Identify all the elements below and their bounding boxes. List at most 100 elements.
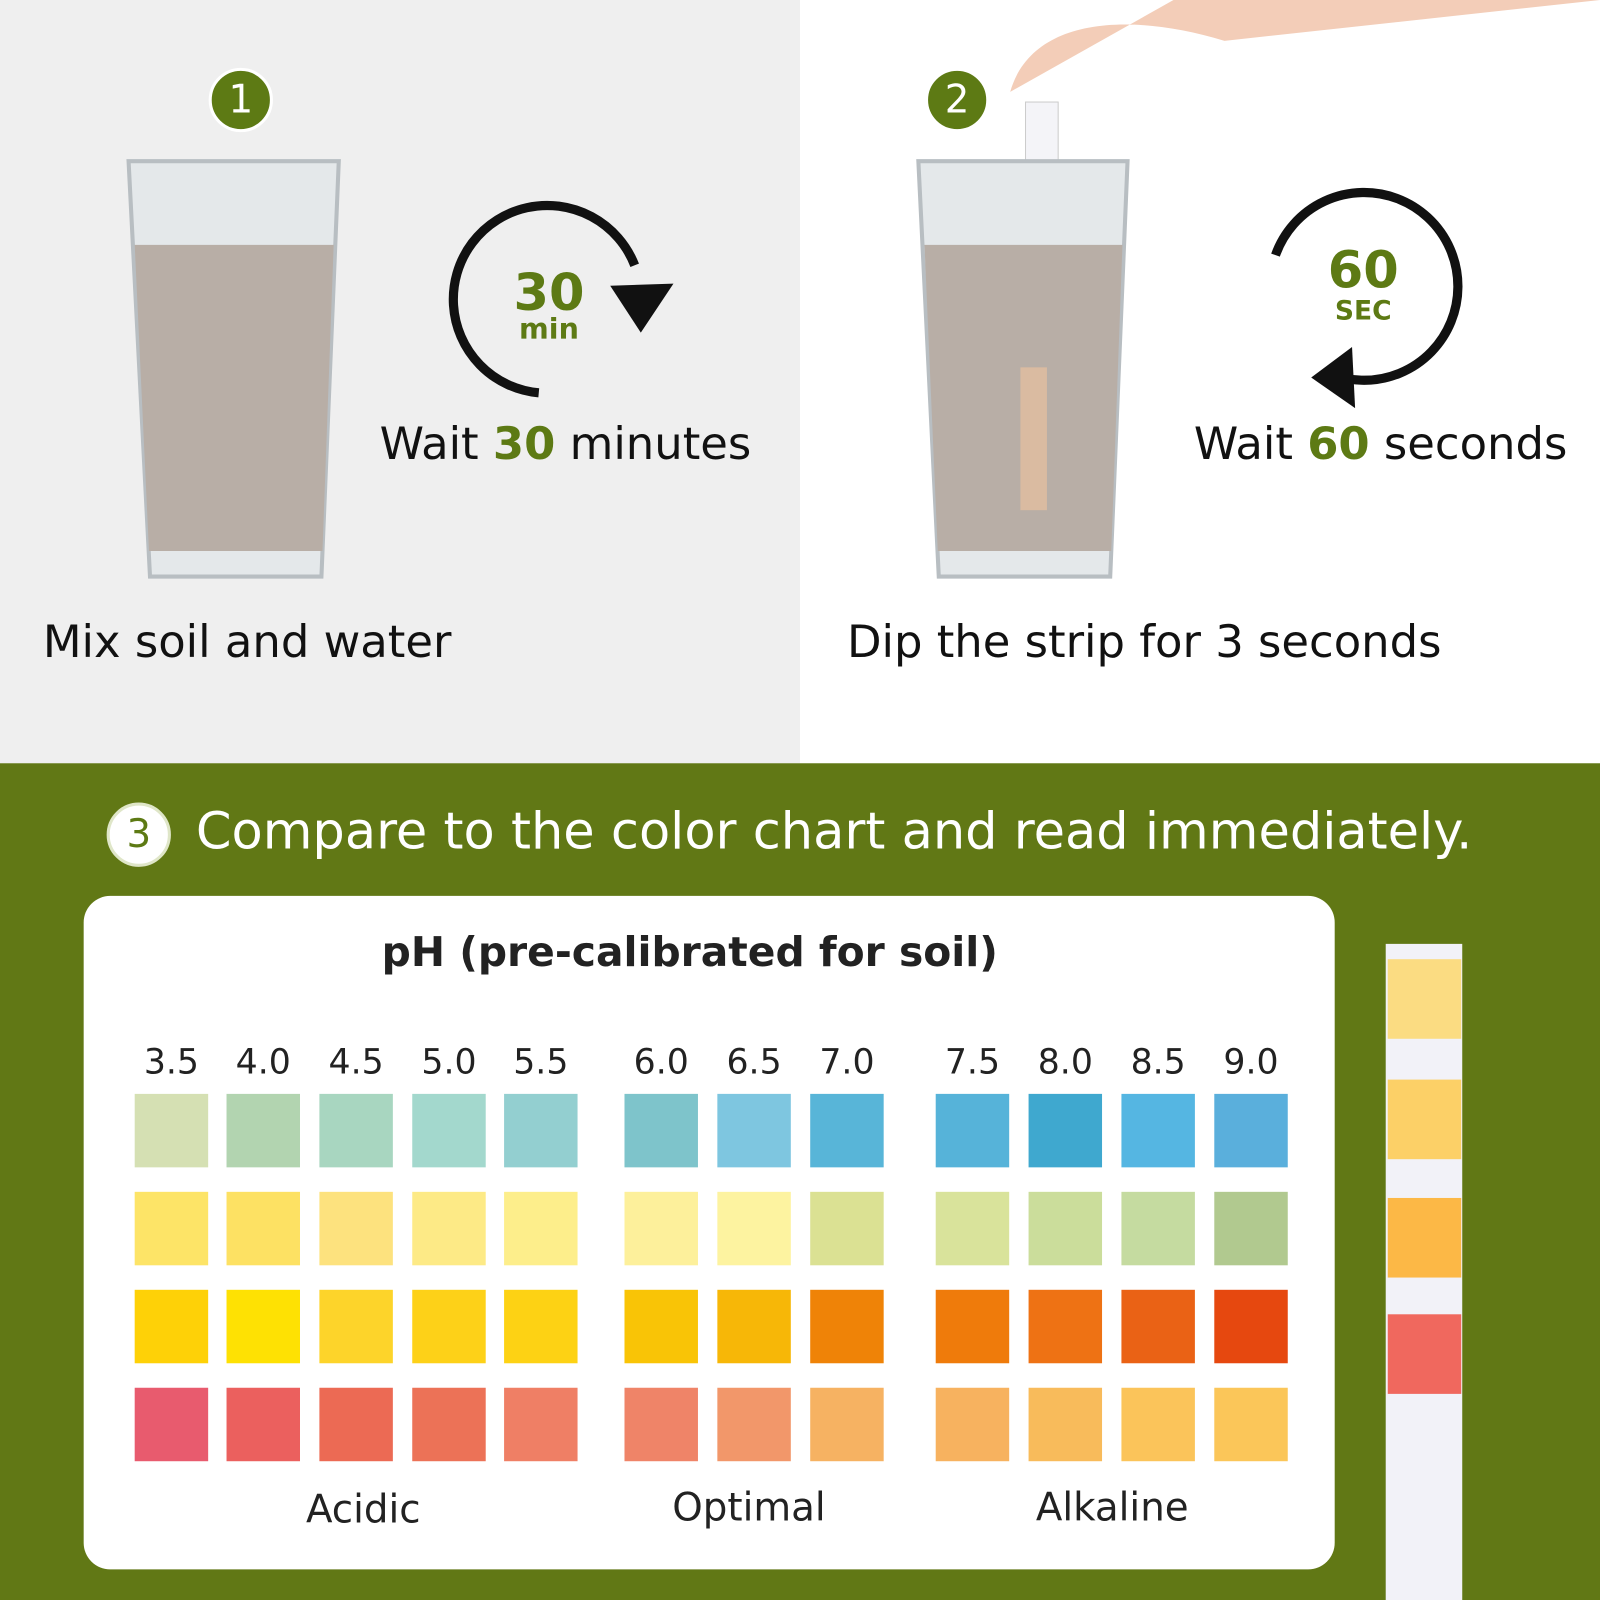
swatch xyxy=(134,1093,209,1168)
swatch xyxy=(504,1387,578,1462)
swatch xyxy=(935,1191,1010,1266)
ph-label: 9.0 xyxy=(1223,1042,1278,1082)
swatch xyxy=(1028,1289,1103,1364)
group-label: Alkaline xyxy=(1036,1486,1189,1531)
swatch xyxy=(412,1387,486,1462)
swatch xyxy=(717,1093,791,1168)
step-badge xyxy=(208,67,273,133)
swatch xyxy=(412,1191,486,1266)
swatch xyxy=(1214,1387,1288,1462)
timer-arc xyxy=(1271,187,1463,385)
swatch xyxy=(1214,1191,1288,1266)
timer-arrow xyxy=(1311,346,1356,409)
swatch xyxy=(319,1191,393,1266)
swatch xyxy=(935,1289,1010,1364)
swatch xyxy=(624,1387,698,1462)
swatch xyxy=(226,1093,300,1168)
timer-value: 60 xyxy=(1328,241,1399,300)
timer-unit: SEC xyxy=(1335,296,1392,327)
step-caption: Compare to the color chart and read imme… xyxy=(196,803,1472,862)
ph-label: 6.0 xyxy=(634,1042,689,1082)
step-badge xyxy=(106,802,171,867)
swatch xyxy=(504,1093,578,1168)
timer-arc xyxy=(448,200,639,398)
wait-suffix: minutes xyxy=(555,417,751,470)
wait-prefix: Wait xyxy=(1194,417,1307,470)
swatch xyxy=(1121,1093,1195,1168)
swatch xyxy=(810,1191,884,1266)
swatch xyxy=(624,1191,698,1266)
swatch xyxy=(504,1191,578,1266)
wait-text: Wait 30 minutes xyxy=(380,417,752,470)
swatch xyxy=(1214,1289,1288,1364)
swatch xyxy=(226,1387,300,1462)
wait-value: 60 xyxy=(1307,417,1369,470)
swatch xyxy=(504,1289,578,1364)
hand xyxy=(1010,0,1600,92)
ph-label: 7.0 xyxy=(819,1042,874,1082)
wait-value: 30 xyxy=(493,417,555,470)
color-chart-card xyxy=(83,895,1335,1570)
strip-pad xyxy=(1387,1079,1462,1160)
glass xyxy=(916,159,1130,579)
ph-label: 6.5 xyxy=(726,1042,781,1082)
swatch xyxy=(1028,1191,1103,1266)
swatch xyxy=(319,1093,393,1168)
swatch xyxy=(412,1289,486,1364)
swatch xyxy=(1121,1387,1195,1462)
swatch xyxy=(412,1093,486,1168)
group-label: Acidic xyxy=(306,1488,421,1533)
strip-pad xyxy=(1387,959,1462,1039)
ph-label: 8.5 xyxy=(1131,1042,1186,1082)
swatch xyxy=(1214,1093,1288,1168)
timer-value: 30 xyxy=(513,264,584,323)
swatch xyxy=(1028,1387,1103,1462)
panel-1 xyxy=(0,0,800,764)
swatch xyxy=(1028,1093,1103,1168)
swatch xyxy=(319,1289,393,1364)
wait-text: Wait 60 seconds xyxy=(1194,417,1567,470)
swatch xyxy=(134,1387,209,1462)
wait-suffix: seconds xyxy=(1370,417,1568,470)
timer-arrow xyxy=(610,283,674,333)
swatch xyxy=(935,1093,1010,1168)
ph-label: 4.5 xyxy=(329,1042,384,1082)
ph-label: 7.5 xyxy=(945,1042,1000,1082)
swatch-grid: 3.5 4.0 4.5 5.0 5.5 6.0 6.5 7.0 7.5 8.0 8.5 9.0 xyxy=(134,1042,1288,1462)
strip-pads xyxy=(1387,959,1462,1394)
swatch xyxy=(624,1289,698,1364)
strip-pad xyxy=(1387,1314,1462,1394)
chart-title: pH (pre-calibrated for soil) xyxy=(382,928,998,976)
timer-unit: min xyxy=(519,312,579,346)
step-number: 2 xyxy=(945,78,970,123)
swatch xyxy=(717,1191,791,1266)
step-caption: Dip the strip for 3 seconds xyxy=(847,615,1442,668)
group-label: Optimal xyxy=(672,1486,825,1531)
step-caption: Mix soil and water xyxy=(43,615,452,668)
swatch xyxy=(1121,1289,1195,1364)
swatch xyxy=(134,1191,209,1266)
swatch xyxy=(134,1289,209,1364)
ph-label: 8.0 xyxy=(1038,1042,1093,1082)
ph-label: 5.0 xyxy=(421,1042,476,1082)
step-number: 3 xyxy=(126,812,151,857)
step-number: 1 xyxy=(228,78,253,123)
ph-label: 4.0 xyxy=(236,1042,291,1082)
ph-label: 3.5 xyxy=(144,1042,199,1082)
swatch xyxy=(624,1093,698,1168)
swatch xyxy=(1121,1191,1195,1266)
swatch xyxy=(226,1289,300,1364)
strip-pad xyxy=(1387,1197,1462,1278)
swatch xyxy=(319,1387,393,1462)
step-badge xyxy=(925,67,990,133)
wait-prefix: Wait xyxy=(380,417,493,470)
swatch xyxy=(935,1387,1010,1462)
swatch xyxy=(717,1387,791,1462)
swatch xyxy=(717,1289,791,1364)
ph-label: 5.5 xyxy=(513,1042,568,1082)
swatch xyxy=(810,1289,884,1364)
swatch xyxy=(810,1387,884,1462)
glass xyxy=(126,159,341,579)
